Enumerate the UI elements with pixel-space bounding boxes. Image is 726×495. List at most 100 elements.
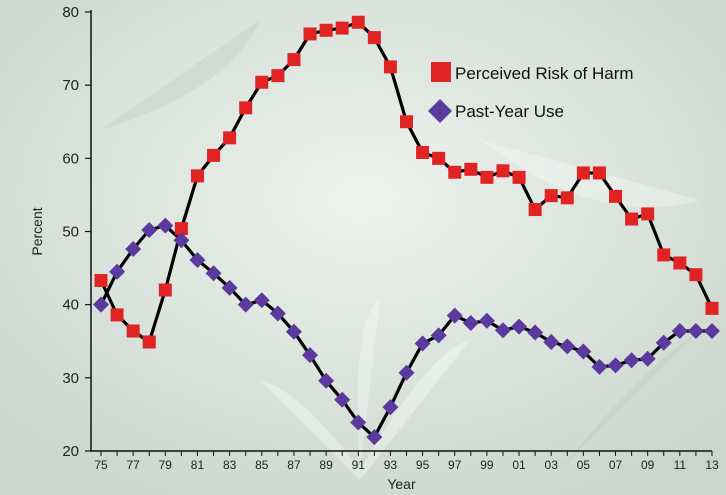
axes: 20 30 40 50 60 70 80 75 77 79 81 83 85 87 89 91 93 95 97 99… — [29, 4, 719, 492]
use-point — [253, 292, 270, 309]
risk-point — [239, 101, 253, 115]
risk-point — [705, 301, 719, 315]
x-tick-label: 87 — [287, 458, 301, 472]
risk-point — [383, 60, 397, 74]
risk-point — [367, 31, 381, 45]
risk-point — [448, 165, 462, 179]
risk-point — [126, 324, 140, 338]
use-point — [591, 358, 608, 375]
legend: Perceived Risk of Harm Past-Year Use — [428, 62, 634, 123]
y-axis-title: Percent — [29, 207, 45, 255]
x-tick-label: 13 — [705, 458, 719, 472]
risk-point — [351, 15, 365, 29]
risk-point — [544, 189, 558, 203]
risk-point — [319, 23, 333, 37]
x-tick-label: 91 — [352, 458, 366, 472]
risk-point — [609, 189, 623, 203]
y-tick-label: 20 — [62, 443, 79, 460]
risk-point — [480, 170, 494, 184]
y-tick-label: 40 — [62, 297, 79, 314]
legend-label-use: Past-Year Use — [455, 102, 564, 121]
use-point — [687, 323, 704, 340]
use-point — [157, 217, 174, 234]
x-tick-label: 05 — [577, 458, 591, 472]
use-point — [318, 372, 335, 389]
use-point — [350, 414, 367, 431]
x-tick-label: 93 — [384, 458, 398, 472]
use-point — [285, 323, 302, 340]
use-point — [269, 305, 286, 322]
x-tick-label: 85 — [255, 458, 269, 472]
use-point — [109, 263, 126, 280]
risk-point — [657, 248, 671, 262]
use-point — [414, 335, 431, 352]
risk-point — [641, 207, 655, 221]
risk-point — [190, 169, 204, 183]
risk-point — [110, 308, 124, 322]
legend-marker-use — [428, 99, 452, 123]
use-point — [639, 350, 656, 367]
risk-point — [287, 53, 301, 67]
use-point — [430, 327, 447, 344]
risk-point — [335, 21, 349, 35]
use-point — [543, 333, 560, 350]
risk-point — [528, 203, 542, 217]
legend-label-risk: Perceived Risk of Harm — [455, 64, 634, 83]
use-point — [494, 322, 511, 339]
use-point — [173, 232, 190, 249]
use-point — [446, 307, 463, 324]
use-point — [189, 252, 206, 269]
use-point — [607, 357, 624, 374]
x-tick-label: 01 — [512, 458, 526, 472]
risk-point — [255, 75, 269, 89]
use-point — [655, 334, 672, 351]
use-point — [623, 352, 640, 369]
use-point — [221, 279, 238, 296]
risk-point — [158, 283, 172, 297]
x-tick-label: 79 — [159, 458, 173, 472]
risk-point — [464, 162, 478, 176]
x-tick-label: 75 — [94, 458, 108, 472]
risk-point — [174, 222, 188, 236]
use-point — [334, 391, 351, 408]
risk-point — [416, 145, 430, 159]
use-point — [398, 364, 415, 381]
x-tick-label: 99 — [480, 458, 494, 472]
use-point — [366, 429, 383, 446]
x-tick-label: 95 — [416, 458, 430, 472]
x-tick-label: 83 — [223, 458, 237, 472]
risk-point — [400, 115, 413, 129]
risk-point — [142, 335, 156, 349]
use-point — [478, 312, 495, 329]
legend-marker-risk — [431, 62, 451, 82]
risk-point — [207, 148, 221, 162]
y-tick-label: 70 — [62, 77, 79, 94]
y-tick-label: 60 — [62, 150, 79, 167]
y-tick-label: 30 — [62, 370, 79, 387]
series-markers — [93, 15, 720, 446]
risk-point — [673, 256, 687, 270]
use-point — [93, 296, 109, 313]
x-tick-label: 89 — [319, 458, 333, 472]
risk-point — [560, 191, 574, 205]
use-point — [462, 314, 479, 331]
x-tick-label: 97 — [448, 458, 462, 472]
risk-point — [303, 27, 317, 41]
x-tick-label: 07 — [609, 458, 623, 472]
x-axis-title: Year — [387, 476, 416, 492]
use-point — [382, 399, 399, 416]
risk-point — [625, 212, 639, 226]
x-tick-label: 11 — [674, 458, 687, 472]
use-point — [125, 241, 142, 258]
risk-point — [496, 164, 510, 178]
use-point — [527, 324, 544, 341]
x-tick-label: 77 — [126, 458, 140, 472]
use-point — [237, 296, 254, 313]
use-point — [575, 343, 592, 360]
x-tick-label: 81 — [191, 458, 205, 472]
use-point — [141, 222, 158, 239]
y-tick-label: 50 — [62, 224, 79, 241]
